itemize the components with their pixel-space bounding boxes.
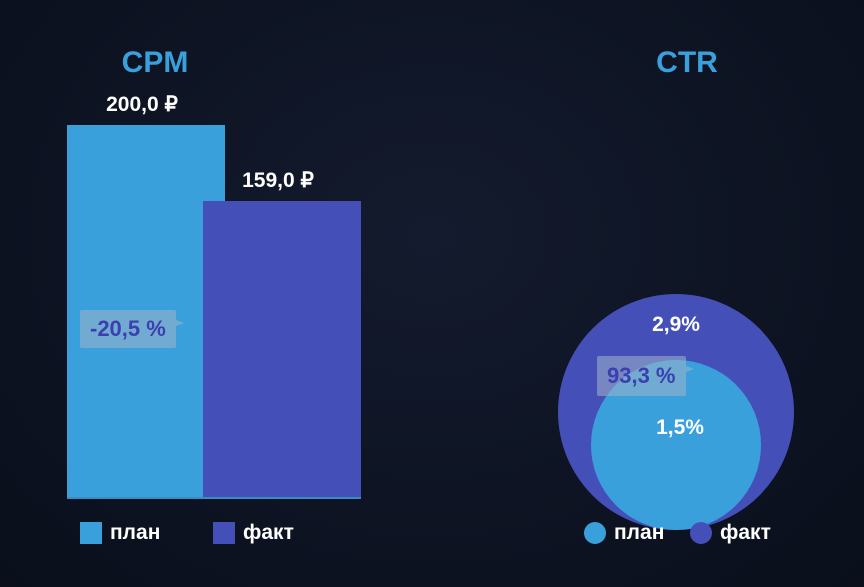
legend-label: факт bbox=[720, 521, 771, 544]
ctr-value-fact: 2,9% bbox=[652, 313, 700, 336]
cpm-bar-fact bbox=[203, 201, 361, 498]
cpm-legend-plan: план bbox=[80, 521, 160, 545]
legend-swatch-plan bbox=[584, 522, 606, 544]
legend-label: план bbox=[110, 521, 161, 544]
cpm-value-fact: 159,0 ₽ bbox=[242, 169, 314, 193]
legend-label: план bbox=[614, 521, 665, 544]
legend-label: факт bbox=[243, 521, 294, 544]
ctr-value-plan: 1,5% bbox=[656, 416, 704, 439]
ctr-legend-plan: план bbox=[584, 521, 664, 545]
cpm-value-plan: 200,0 ₽ bbox=[106, 93, 178, 116]
legend-swatch-fact bbox=[213, 522, 235, 544]
ctr-legend-fact: факт bbox=[690, 521, 771, 545]
cpm-axis bbox=[67, 497, 361, 499]
cpm-legend-fact: факт bbox=[213, 521, 294, 545]
legend-swatch-plan bbox=[80, 522, 102, 544]
cpm-change-callout: -20,5 % bbox=[80, 310, 184, 348]
ctr-title: CTR bbox=[656, 46, 718, 79]
legend-swatch-fact bbox=[690, 522, 712, 544]
cpm-title: CPM bbox=[121, 46, 189, 79]
ctr-change-callout: 93,3 % bbox=[597, 356, 693, 396]
